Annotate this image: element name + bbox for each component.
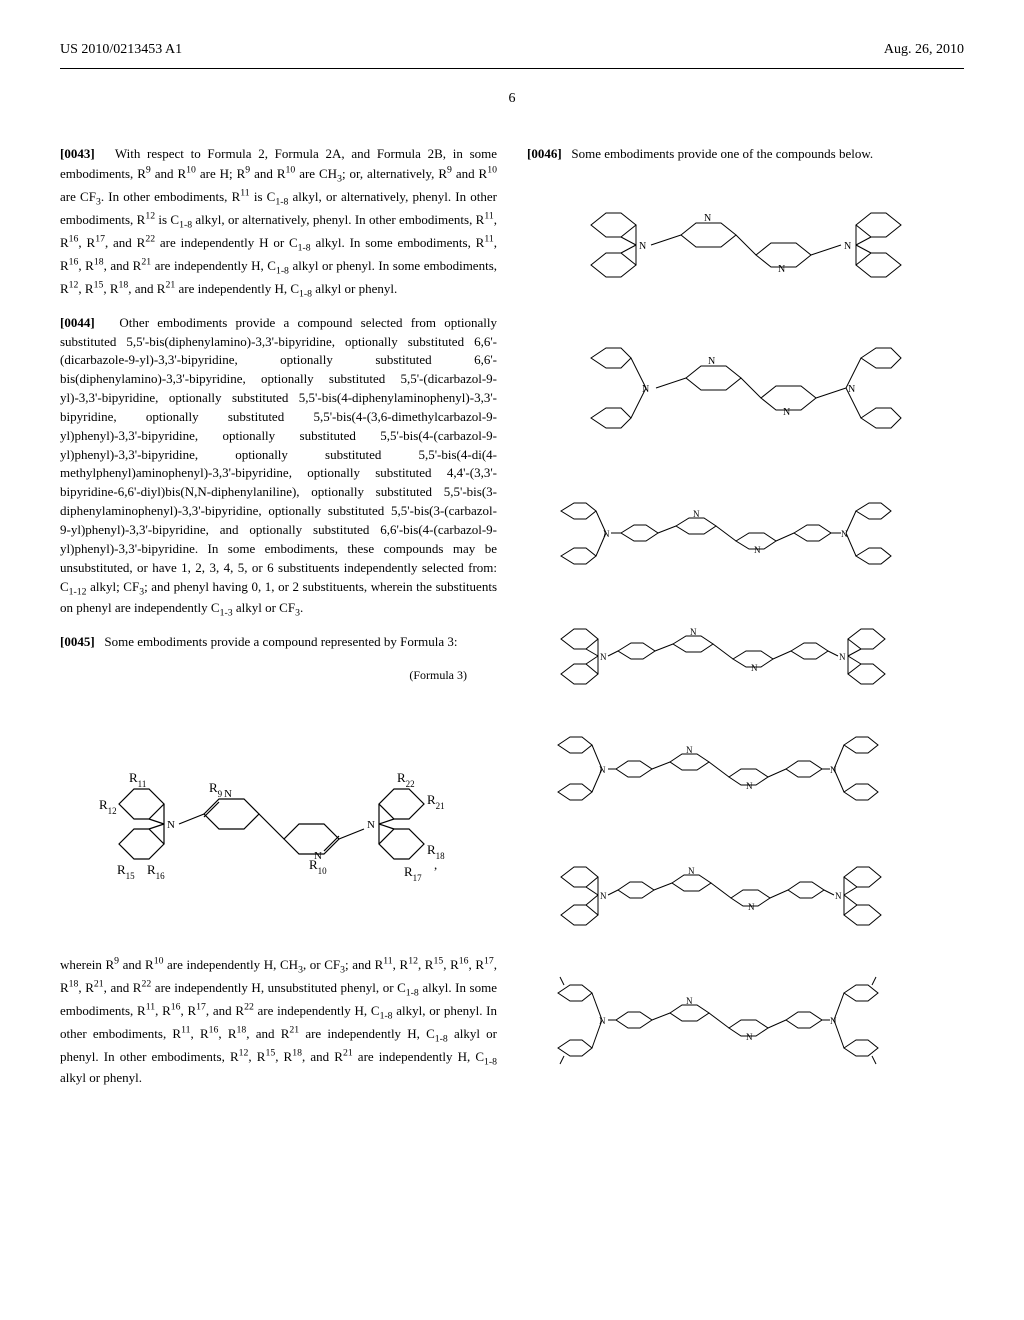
svg-text:N: N xyxy=(224,788,232,800)
svg-text:N: N xyxy=(746,781,753,791)
svg-text:N: N xyxy=(841,529,848,539)
paragraph-45-cont: wherein R9 and R10 are independently H, … xyxy=(60,954,497,1088)
svg-text:N: N xyxy=(704,213,711,224)
formula-3-structure: R11 R12 R9 R22 R21 R15 R16 R10 R18 R17 N… xyxy=(89,694,469,934)
svg-text:R17: R17 xyxy=(404,864,422,883)
svg-text:N: N xyxy=(600,652,607,662)
svg-text:N: N xyxy=(708,356,715,367)
svg-text:R9: R9 xyxy=(209,780,223,799)
svg-text:N: N xyxy=(599,765,606,775)
svg-text:N: N xyxy=(603,529,610,539)
svg-text:N: N xyxy=(839,652,846,662)
para-num-45: [0045] xyxy=(60,634,95,649)
right-column: [0046] Some embodiments provide one of t… xyxy=(527,145,964,1102)
page-header: US 2010/0213453 A1 Aug. 26, 2010 xyxy=(60,40,964,60)
svg-text:N: N xyxy=(746,1032,753,1042)
para-text-44: Other embodiments provide a compound sel… xyxy=(60,315,497,616)
svg-text:R16: R16 xyxy=(147,862,165,881)
svg-text:R21: R21 xyxy=(427,792,445,811)
svg-text:N: N xyxy=(167,819,175,831)
compound-7: N N N N xyxy=(546,963,946,1093)
svg-text:N: N xyxy=(830,1016,837,1026)
paragraph-43: [0043] With respect to Formula 2, Formul… xyxy=(60,145,497,302)
svg-text:N: N xyxy=(835,891,842,901)
svg-text:N: N xyxy=(642,384,649,395)
svg-text:N: N xyxy=(830,765,837,775)
para-num-43: [0043] xyxy=(60,146,95,161)
svg-text:R12: R12 xyxy=(99,797,117,816)
paragraph-46: [0046] Some embodiments provide one of t… xyxy=(527,145,964,164)
doc-number: US 2010/0213453 A1 xyxy=(60,40,182,60)
doc-date: Aug. 26, 2010 xyxy=(884,40,964,60)
compound-1: N N N N xyxy=(566,175,926,315)
svg-text:N: N xyxy=(754,545,761,555)
formula-3-label: (Formula 3) xyxy=(60,667,497,684)
content-area: [0043] With respect to Formula 2, Formul… xyxy=(60,145,964,1102)
para-text-43: With respect to Formula 2, Formula 2A, a… xyxy=(60,146,497,296)
svg-text:N: N xyxy=(639,241,646,252)
para-num-46: [0046] xyxy=(527,146,562,161)
svg-text:N: N xyxy=(848,384,855,395)
svg-text:N: N xyxy=(693,509,700,519)
svg-text:N: N xyxy=(844,241,851,252)
svg-text:N: N xyxy=(690,627,697,637)
header-divider xyxy=(60,68,964,69)
para-text-45: Some embodiments provide a compound repr… xyxy=(104,634,457,649)
svg-text:N: N xyxy=(688,866,695,876)
para-text-45-cont: wherein R9 and R10 are independently H, … xyxy=(60,957,497,1086)
compound-4: N N N N xyxy=(546,599,946,709)
svg-text:N: N xyxy=(686,745,693,755)
left-column: [0043] With respect to Formula 2, Formul… xyxy=(60,145,497,1102)
svg-text:N: N xyxy=(778,264,785,275)
compound-5: N N N N xyxy=(546,717,946,827)
compound-2: N N N N xyxy=(566,323,926,473)
svg-text:N: N xyxy=(599,1016,606,1026)
compound-3: N N N N xyxy=(546,481,946,591)
svg-text:N: N xyxy=(686,996,693,1006)
svg-text:N: N xyxy=(367,819,375,831)
para-num-44: [0044] xyxy=(60,315,95,330)
svg-text:R22: R22 xyxy=(397,770,415,789)
svg-text:N: N xyxy=(748,902,755,912)
svg-text:N: N xyxy=(751,663,758,673)
page-number: 6 xyxy=(60,89,964,109)
paragraph-45: [0045] Some embodiments provide a compou… xyxy=(60,633,497,652)
svg-text:N: N xyxy=(314,850,322,862)
svg-text:,: , xyxy=(434,857,437,872)
paragraph-44: [0044] Other embodiments provide a compo… xyxy=(60,314,497,621)
svg-text:N: N xyxy=(600,891,607,901)
svg-text:R11: R11 xyxy=(129,770,146,789)
para-text-46: Some embodiments provide one of the comp… xyxy=(571,146,873,161)
svg-text:R15: R15 xyxy=(117,862,135,881)
svg-text:N: N xyxy=(783,407,790,418)
compound-6: N N N N xyxy=(546,835,946,955)
